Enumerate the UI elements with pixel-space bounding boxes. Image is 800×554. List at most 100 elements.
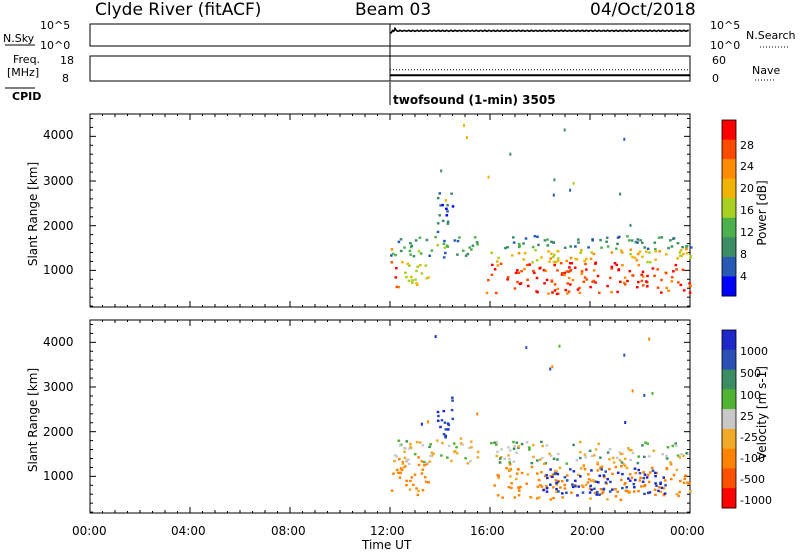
scatter-cell — [565, 270, 569, 273]
xtick-2400: 00:00 — [670, 524, 705, 538]
scatter-cell — [616, 471, 620, 474]
scatter-cell — [508, 463, 512, 466]
scatter-cell — [650, 466, 654, 470]
scatter-cell — [670, 477, 673, 481]
scatter-cell — [397, 471, 400, 474]
scatter-cell — [685, 252, 689, 255]
p2-ytick-1000: 1000 — [43, 469, 74, 483]
scatter-cell — [628, 490, 632, 493]
scatter-cell — [599, 456, 602, 459]
scatter-cell — [528, 263, 531, 266]
scatter-cell — [514, 477, 518, 481]
scatter-cell — [390, 489, 394, 492]
scatter-cell — [600, 492, 604, 495]
scatter-cell — [675, 268, 678, 271]
scatter-cell — [440, 419, 444, 422]
scatter-cell — [685, 248, 688, 251]
scatter-cell — [510, 482, 513, 485]
scatter-cell — [588, 449, 592, 452]
scatter-cell — [555, 482, 558, 485]
scatter-cell — [446, 210, 449, 213]
scatter-cell — [399, 467, 403, 470]
scatter-cell — [614, 488, 617, 491]
scatter-cell — [444, 251, 447, 255]
scatter-cell — [473, 236, 477, 239]
scatter-cell — [533, 271, 536, 275]
scatter-cell — [648, 471, 652, 474]
isolated-cell — [651, 392, 654, 395]
scatter-cell — [459, 442, 463, 445]
scatter-cell — [441, 219, 445, 223]
scatter-cell — [644, 441, 647, 444]
scatter-cell — [427, 276, 430, 279]
scatter-cell — [469, 459, 472, 463]
scatter-cell — [403, 456, 407, 459]
scatter-cell — [408, 264, 411, 267]
scatter-cell — [626, 279, 629, 283]
scatter-cell — [591, 238, 594, 241]
scatter-cell — [626, 489, 629, 493]
scatter-cell — [466, 462, 470, 465]
scatter-cell — [682, 289, 686, 292]
scatter-cell — [420, 460, 424, 463]
scatter-cell — [487, 278, 490, 282]
scatter-cell — [676, 454, 680, 457]
scatter-cell — [596, 274, 600, 278]
scatter-cell — [641, 241, 644, 244]
scatter-cell — [563, 476, 567, 479]
scatter-cell — [491, 263, 494, 267]
scatter-cell — [611, 488, 614, 491]
scatter-cell — [595, 493, 599, 496]
scatter-cell — [490, 441, 493, 445]
scatter-cell — [517, 242, 521, 246]
scatter-cell — [614, 495, 618, 498]
scatter-cell — [605, 236, 609, 239]
scatter-cell — [665, 457, 669, 460]
scatter-cell — [547, 250, 550, 253]
scatter-cell — [654, 247, 657, 251]
scatter-cell — [565, 491, 568, 494]
scatter-cell — [515, 441, 519, 444]
scatter-cell — [646, 473, 650, 477]
scatter-cell — [638, 479, 642, 482]
scatter-cell — [574, 485, 577, 488]
scatter-cell — [601, 491, 605, 494]
p1-ytick-1000: 1000 — [43, 263, 74, 277]
scatter-cell — [406, 458, 410, 461]
scatter-cell — [450, 408, 454, 412]
scatter-cell — [606, 451, 610, 454]
scatter-cell — [560, 480, 564, 483]
velocity-colorbar-segment — [722, 488, 736, 509]
scatter-cell — [524, 237, 528, 240]
scatter-cell — [519, 282, 523, 285]
scatter-cell — [512, 440, 515, 444]
power-colorbar-frame — [721, 119, 737, 297]
scatter-cell — [636, 461, 640, 465]
scatter-cell — [566, 282, 569, 285]
scatter-cell — [549, 498, 553, 501]
scatter-cell — [675, 493, 679, 496]
scatter-cell — [408, 249, 412, 253]
scatter-cell — [594, 448, 598, 451]
scatter-cell — [419, 264, 422, 267]
scatter-cell — [442, 433, 446, 436]
scatter-cell — [500, 448, 503, 451]
scatter-cell — [419, 252, 423, 255]
scatter-cell — [540, 471, 543, 474]
scatter-cell — [490, 251, 493, 254]
scatter-cell — [637, 455, 640, 458]
scatter-cell — [614, 465, 618, 469]
xtick-2000: 20:00 — [570, 524, 605, 538]
scatter-cell — [672, 270, 675, 273]
scatter-cell — [405, 275, 408, 279]
scatter-cell — [395, 468, 399, 472]
scatter-cell — [618, 459, 622, 462]
xtick-0800: 08:00 — [271, 524, 306, 538]
scatter-cell — [415, 440, 419, 444]
scatter-cell — [546, 238, 549, 241]
scatter-cell — [603, 475, 606, 479]
scatter-cell — [576, 288, 580, 291]
scatter-cell — [423, 464, 426, 467]
scatter-cell — [593, 454, 596, 457]
